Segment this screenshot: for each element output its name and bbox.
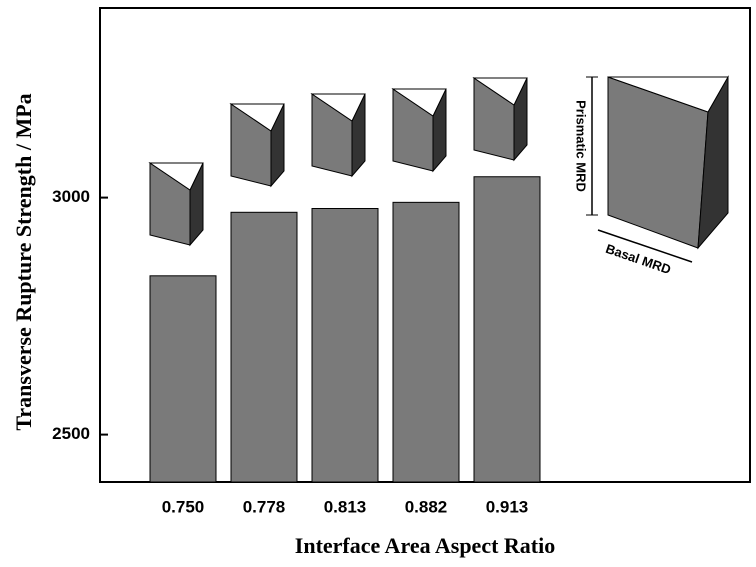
- prism-top: [229, 103, 285, 132]
- annotation: Prismatic MRD: [574, 100, 589, 192]
- y-tick-label: 3000: [52, 187, 90, 206]
- bar: [473, 176, 541, 483]
- annotation: Basal MRD: [604, 241, 673, 277]
- x-tick-label: 0.813: [324, 497, 367, 516]
- prism-top: [472, 77, 528, 106]
- bar: [230, 211, 298, 483]
- bar: [392, 201, 460, 483]
- y-axis-label: Transverse Rupture Strength / MPa: [11, 93, 36, 430]
- prism-top: [607, 76, 729, 113]
- x-axis-label: Interface Area Aspect Ratio: [295, 533, 555, 558]
- x-tick-label: 0.750: [162, 497, 205, 516]
- prism-top: [310, 93, 366, 122]
- x-tick-label: 0.778: [243, 497, 286, 516]
- bar: [149, 275, 217, 483]
- prism-top: [148, 162, 204, 191]
- y-tick-label: 2500: [52, 424, 90, 443]
- x-tick-label: 0.913: [486, 497, 529, 516]
- prism-top: [391, 88, 447, 117]
- x-tick-label: 0.882: [405, 497, 448, 516]
- bar: [311, 208, 379, 483]
- basal-arrow: [597, 229, 693, 263]
- basal-prism: Prismatic MRD Basal MRD: [574, 75, 729, 277]
